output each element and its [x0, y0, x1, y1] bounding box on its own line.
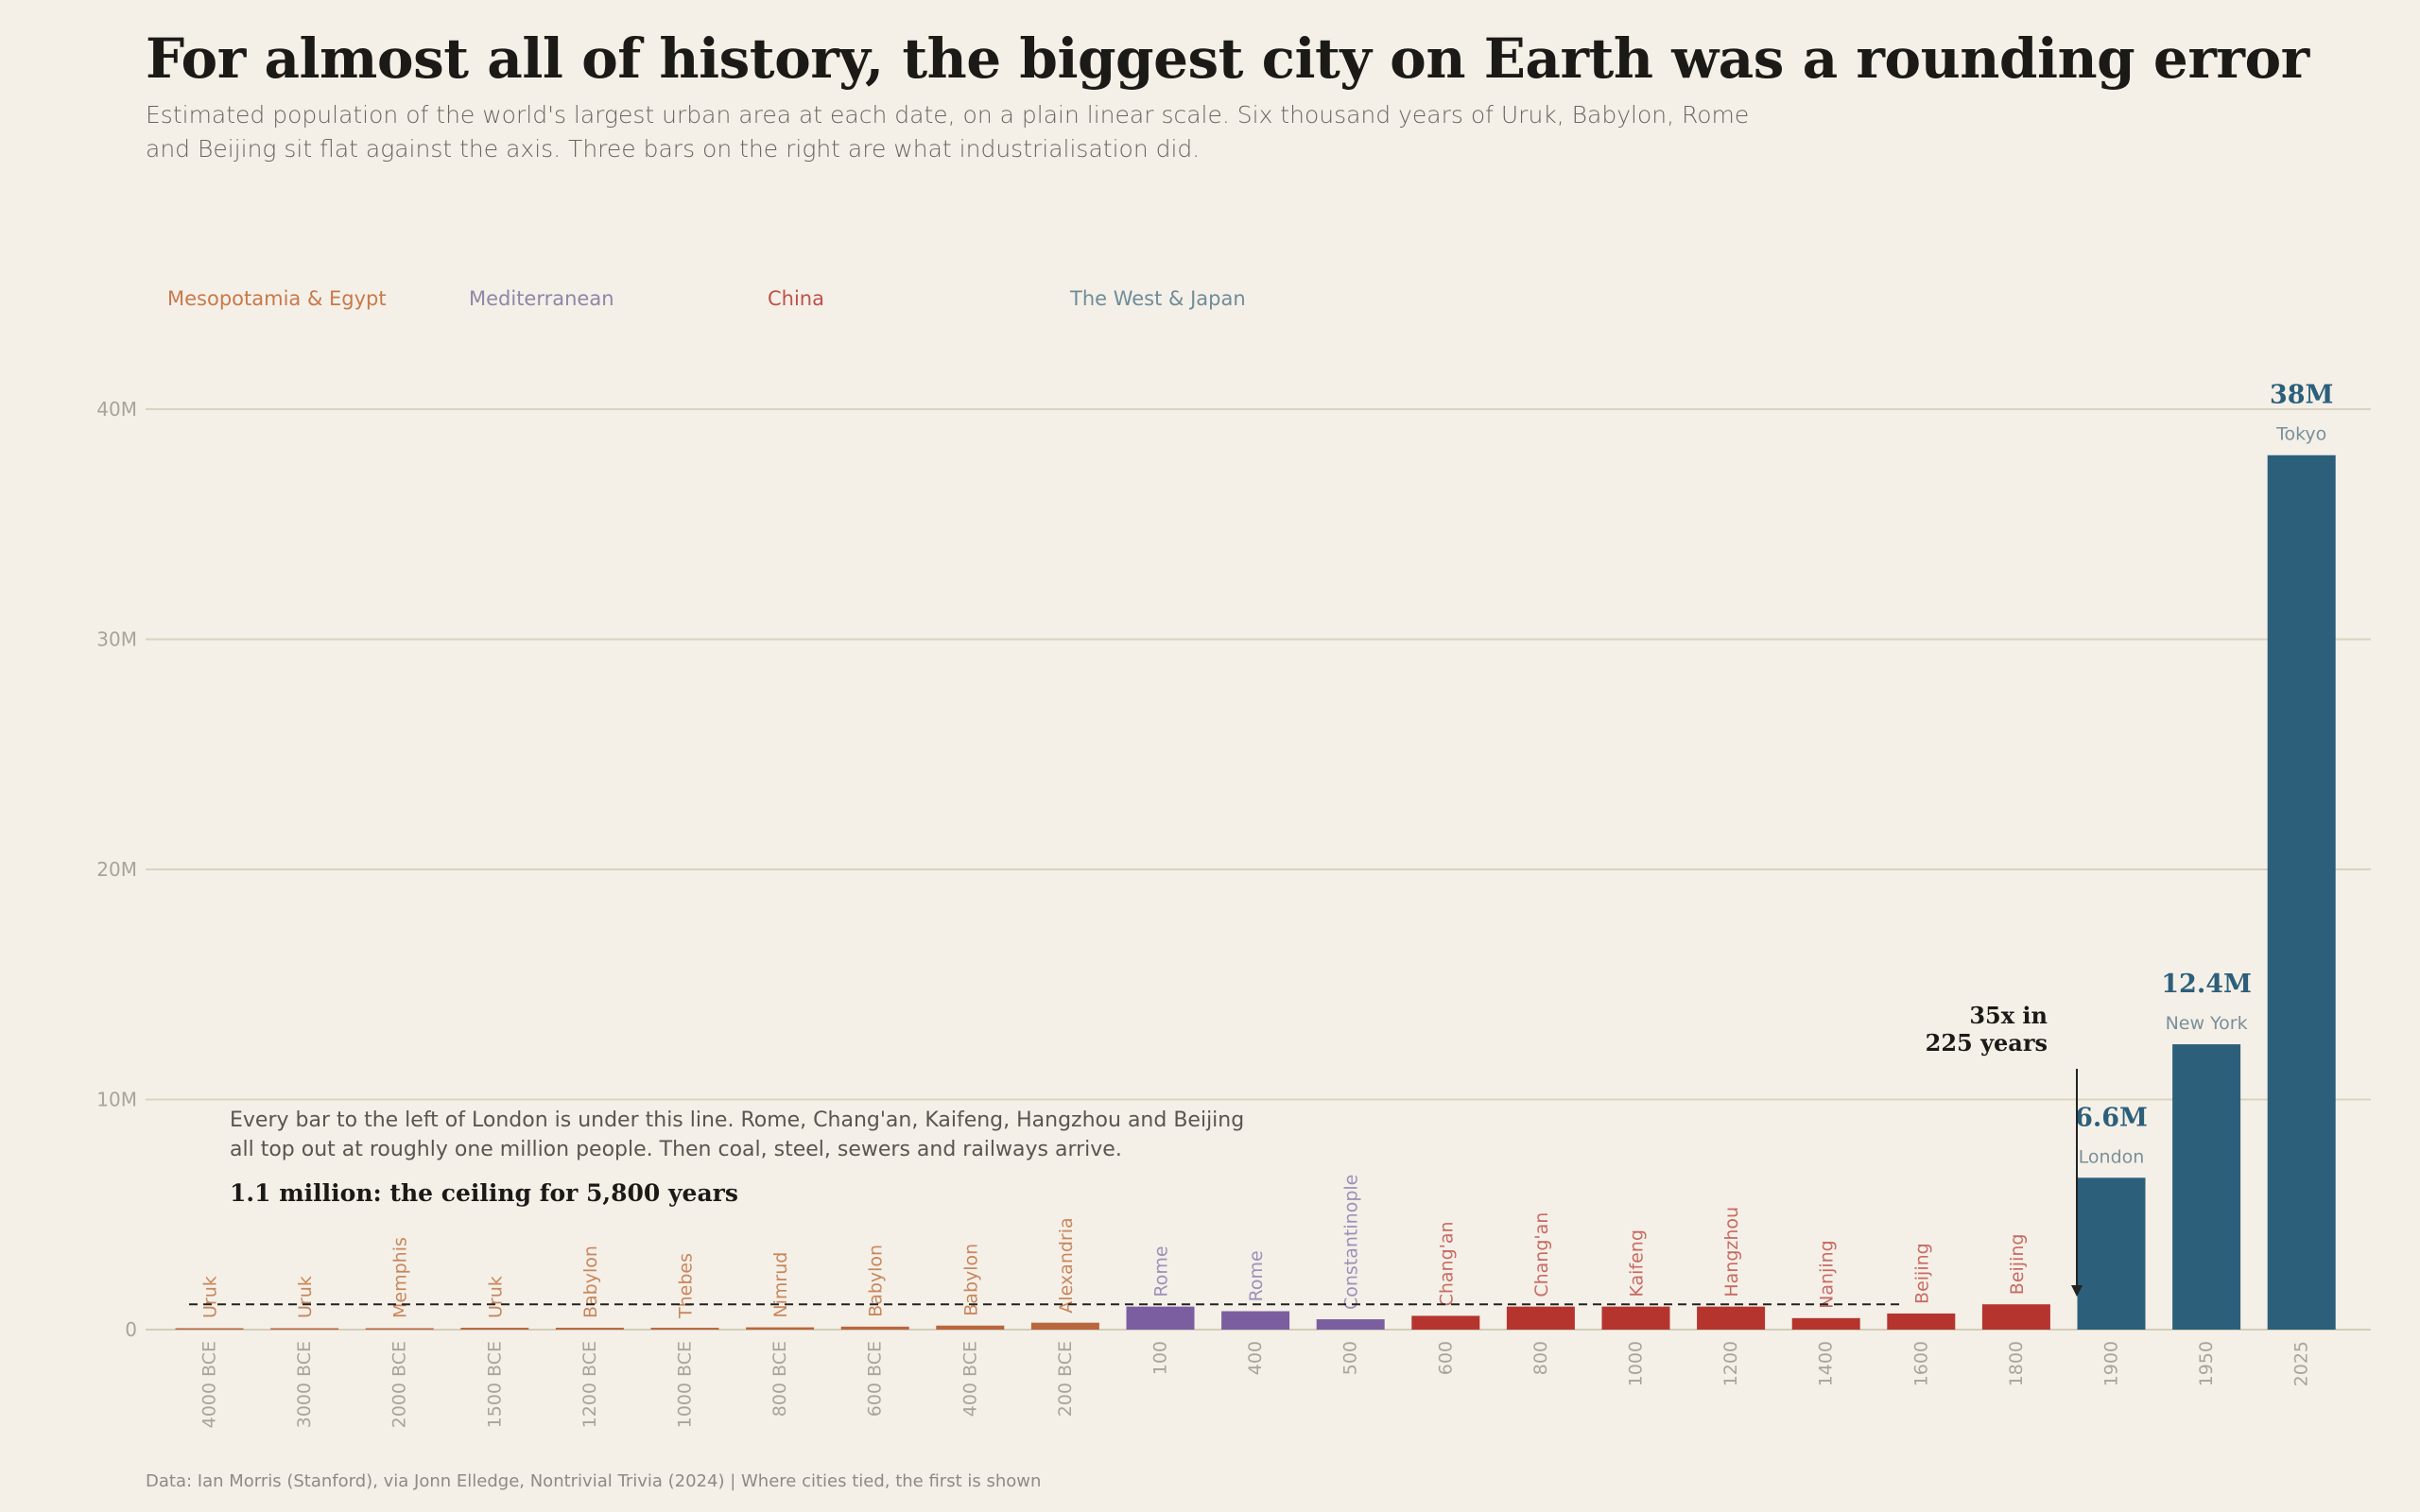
x-tick-label: 400 BCE: [959, 1341, 980, 1417]
x-tick-label: 1500 BCE: [484, 1341, 505, 1428]
city-label: Beijing: [2007, 1234, 2028, 1296]
legend-china: China: [768, 287, 824, 310]
chart-title: For almost all of history, the biggest c…: [146, 26, 2309, 91]
bar-3000-bce: [270, 1328, 339, 1330]
legend-mesopotamia-egypt: Mesopotamia & Egypt: [167, 287, 387, 310]
bar-600-bce: [840, 1326, 909, 1330]
bar-1000: [1601, 1306, 1670, 1330]
city-label: London: [2079, 1146, 2145, 1167]
x-axis: 4000 BCE 3000 BCE 2000 BCE 1500 BCE 1200 BCE…: [199, 1341, 2312, 1428]
x-tick-label: 2000 BCE: [389, 1341, 410, 1428]
bar-2025: [2267, 455, 2336, 1330]
x-tick-label: 1900: [2101, 1341, 2122, 1386]
bar-1600: [1887, 1313, 1956, 1330]
legend-west-japan: The West & Japan: [1070, 287, 1246, 310]
x-tick-label: 1000: [1626, 1341, 1647, 1386]
bar-500: [1316, 1319, 1385, 1330]
bar-100: [1126, 1306, 1195, 1330]
city-label: Babylon: [866, 1245, 887, 1317]
y-tick-label: 40M: [96, 398, 137, 421]
city-label: New York: [2166, 1013, 2248, 1034]
x-tick-label: 1400: [1816, 1341, 1837, 1386]
y-axis: 0 10M 20M 30M 40M: [96, 398, 137, 1341]
bar-1200: [1697, 1306, 1766, 1330]
bar-1500-bce: [460, 1328, 529, 1330]
city-label: Nimrud: [770, 1252, 791, 1318]
bar-800-bce: [746, 1327, 815, 1330]
growth-label-line-1: 35x in: [1969, 1002, 2048, 1029]
bar-1800: [1981, 1304, 2050, 1330]
ceiling-note-line-1: Every bar to the left of London is under…: [230, 1108, 1244, 1132]
value-label: 6.6M: [2075, 1103, 2148, 1132]
city-label: Rome: [1246, 1250, 1267, 1301]
ceiling-note-line-2: all top out at roughly one million peopl…: [230, 1138, 1122, 1161]
value-labels: 6.6M 12.4M 38M: [2075, 381, 2333, 1133]
y-tick-label: 0: [125, 1318, 137, 1341]
bar-400-bce: [936, 1325, 1005, 1330]
source-note: Data: Ian Morris (Stanford), via Jonn El…: [146, 1471, 1042, 1491]
bar-4000-bce: [175, 1328, 244, 1330]
city-label: Kaifeng: [1627, 1229, 1648, 1297]
city-label: Alexandria: [1056, 1217, 1077, 1313]
city-label: Chang'an: [1436, 1221, 1457, 1306]
bar-400: [1221, 1311, 1290, 1330]
city-label: Babylon: [580, 1246, 601, 1318]
growth-arrow-head: [2071, 1285, 2083, 1297]
value-label: 38M: [2270, 381, 2333, 410]
x-tick-label: 1800: [2006, 1341, 2027, 1386]
bar-200-bce: [1030, 1322, 1099, 1330]
bar-1950: [2172, 1044, 2241, 1330]
bars: [175, 455, 2336, 1330]
x-tick-label: 800: [1530, 1341, 1551, 1375]
city-label: Uruk: [200, 1276, 221, 1318]
value-label: 12.4M: [2161, 970, 2252, 999]
x-tick-label: 2025: [2291, 1341, 2312, 1386]
city-label: Rome: [1151, 1246, 1172, 1297]
x-tick-label: 4000 BCE: [199, 1341, 220, 1428]
city-label: Chang'an: [1531, 1212, 1552, 1297]
city-label: Memphis: [390, 1237, 411, 1318]
x-tick-label: 100: [1150, 1341, 1171, 1375]
bar-1400: [1791, 1317, 1860, 1330]
x-tick-label: 200 BCE: [1055, 1341, 1076, 1417]
x-tick-label: 600 BCE: [865, 1341, 886, 1417]
city-labels: Uruk Uruk Memphis Uruk Babylon Thebes Nimrud Ba…: [200, 424, 2327, 1319]
city-label: Uruk: [295, 1276, 316, 1318]
x-tick-label: 400: [1245, 1341, 1266, 1375]
bar-1900: [2077, 1177, 2146, 1330]
bar-2000-bce: [365, 1328, 434, 1330]
x-tick-label: 500: [1340, 1341, 1361, 1375]
x-tick-label: 1600: [1910, 1341, 1931, 1386]
x-tick-label: 3000 BCE: [294, 1341, 315, 1428]
city-label: Beijing: [1911, 1243, 1932, 1304]
growth-label-line-2: 225 years: [1926, 1029, 2048, 1057]
city-label: Thebes: [676, 1253, 697, 1319]
city-label: Nanjing: [1817, 1240, 1838, 1309]
city-label: Babylon: [960, 1244, 981, 1316]
x-tick-label: 1950: [2196, 1341, 2217, 1386]
x-tick-label: 600: [1435, 1341, 1456, 1375]
x-tick-label: 1200 BCE: [579, 1341, 600, 1428]
chart-subtitle: Estimated population of the world's larg…: [146, 101, 1750, 163]
city-label: Hangzhou: [1721, 1207, 1742, 1297]
legend-mediterranean: Mediterranean: [469, 287, 614, 310]
bar-1000-bce: [650, 1328, 719, 1330]
x-tick-label: 1000 BCE: [675, 1341, 696, 1428]
city-label: Uruk: [485, 1276, 506, 1318]
x-tick-label: 1200: [1720, 1341, 1741, 1386]
y-tick-label: 20M: [96, 858, 137, 881]
city-label: Tokyo: [2275, 424, 2326, 445]
x-tick-label: 800 BCE: [769, 1341, 790, 1417]
ceiling-label: 1.1 million: the ceiling for 5,800 years: [230, 1179, 738, 1207]
y-tick-label: 10M: [96, 1089, 137, 1111]
bar-1200-bce: [555, 1328, 624, 1330]
bar-800: [1506, 1306, 1575, 1330]
city-label: Constantinople: [1341, 1175, 1362, 1310]
y-tick-label: 30M: [96, 628, 137, 651]
annotations: Every bar to the left of London is under…: [189, 1002, 2083, 1306]
bar-600: [1411, 1315, 1480, 1330]
